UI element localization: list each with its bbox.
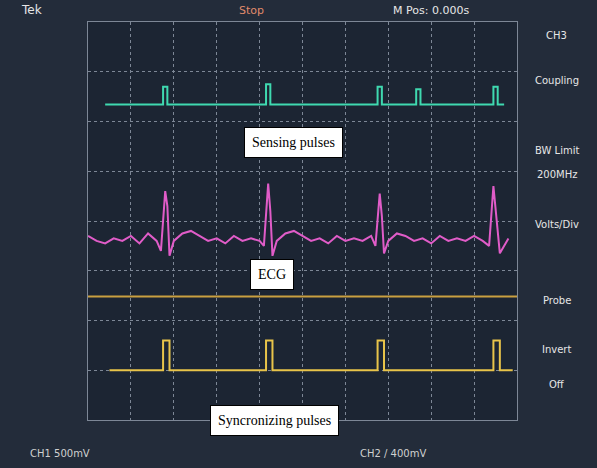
svg-text:BW Limit: BW Limit [535, 145, 579, 156]
svg-text:200MHz: 200MHz [537, 169, 577, 180]
svg-text:Syncronizing pulses: Syncronizing pulses [218, 413, 331, 428]
svg-text:CH2 / 400mV: CH2 / 400mV [360, 448, 426, 459]
svg-text:M Pos: 0.000s: M Pos: 0.000s [393, 4, 469, 17]
svg-text:Volts/Div: Volts/Div [535, 219, 579, 230]
svg-text:ECG: ECG [258, 267, 286, 282]
svg-text:Probe: Probe [543, 295, 571, 306]
svg-text:Tek: Tek [21, 3, 42, 17]
svg-text:Invert: Invert [542, 344, 571, 355]
svg-text:Off: Off [549, 379, 565, 390]
svg-text:Stop: Stop [239, 4, 264, 17]
svg-text:Coupling: Coupling [535, 75, 579, 86]
svg-text:CH1 500mV: CH1 500mV [30, 448, 90, 459]
svg-text:CH3: CH3 [546, 30, 567, 41]
svg-text:Sensing pulses: Sensing pulses [252, 135, 335, 150]
